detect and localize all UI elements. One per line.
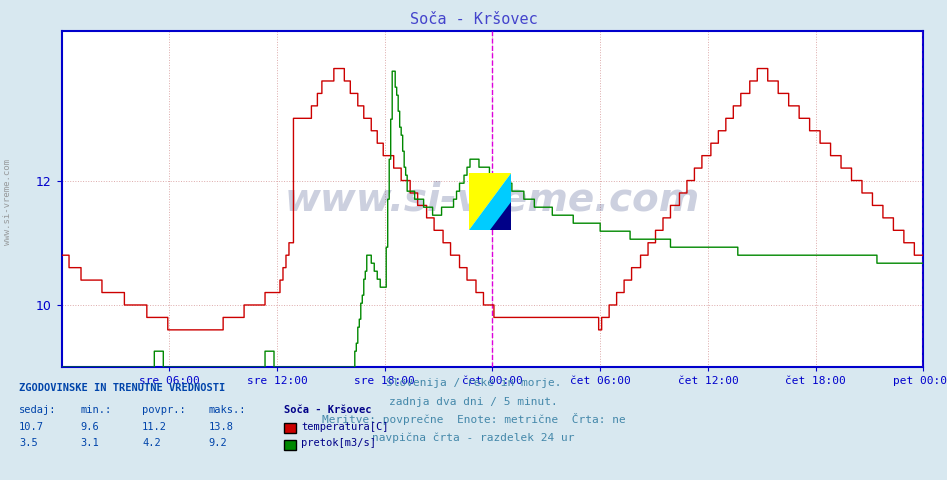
Text: min.:: min.: xyxy=(80,405,112,415)
Text: navpična črta - razdelek 24 ur: navpična črta - razdelek 24 ur xyxy=(372,432,575,443)
Text: maks.:: maks.: xyxy=(208,405,246,415)
Text: temperatura[C]: temperatura[C] xyxy=(301,421,388,432)
Text: povpr.:: povpr.: xyxy=(142,405,186,415)
Text: Soča - Kršovec: Soča - Kršovec xyxy=(410,12,537,27)
Text: 10.7: 10.7 xyxy=(19,421,44,432)
Text: 4.2: 4.2 xyxy=(142,438,161,448)
Text: www.si-vreme.com: www.si-vreme.com xyxy=(3,158,12,245)
Text: 9.6: 9.6 xyxy=(80,421,99,432)
Text: 13.8: 13.8 xyxy=(208,421,233,432)
Text: Meritve: povprečne  Enote: metrične  Črta: ne: Meritve: povprečne Enote: metrične Črta:… xyxy=(322,413,625,425)
Text: Slovenija / reke in morje.: Slovenija / reke in morje. xyxy=(385,378,562,388)
Text: ZGODOVINSKE IN TRENUTNE VREDNOSTI: ZGODOVINSKE IN TRENUTNE VREDNOSTI xyxy=(19,383,225,393)
Text: sedaj:: sedaj: xyxy=(19,405,57,415)
Text: 3.5: 3.5 xyxy=(19,438,38,448)
Text: 9.2: 9.2 xyxy=(208,438,227,448)
Text: Soča - Kršovec: Soča - Kršovec xyxy=(284,405,371,415)
Text: pretok[m3/s]: pretok[m3/s] xyxy=(301,438,376,448)
Text: www.si-vreme.com: www.si-vreme.com xyxy=(285,180,700,218)
Polygon shape xyxy=(469,173,511,230)
Text: 11.2: 11.2 xyxy=(142,421,167,432)
Text: 3.1: 3.1 xyxy=(80,438,99,448)
Polygon shape xyxy=(469,173,511,230)
Text: zadnja dva dni / 5 minut.: zadnja dva dni / 5 minut. xyxy=(389,396,558,407)
Polygon shape xyxy=(491,202,511,230)
